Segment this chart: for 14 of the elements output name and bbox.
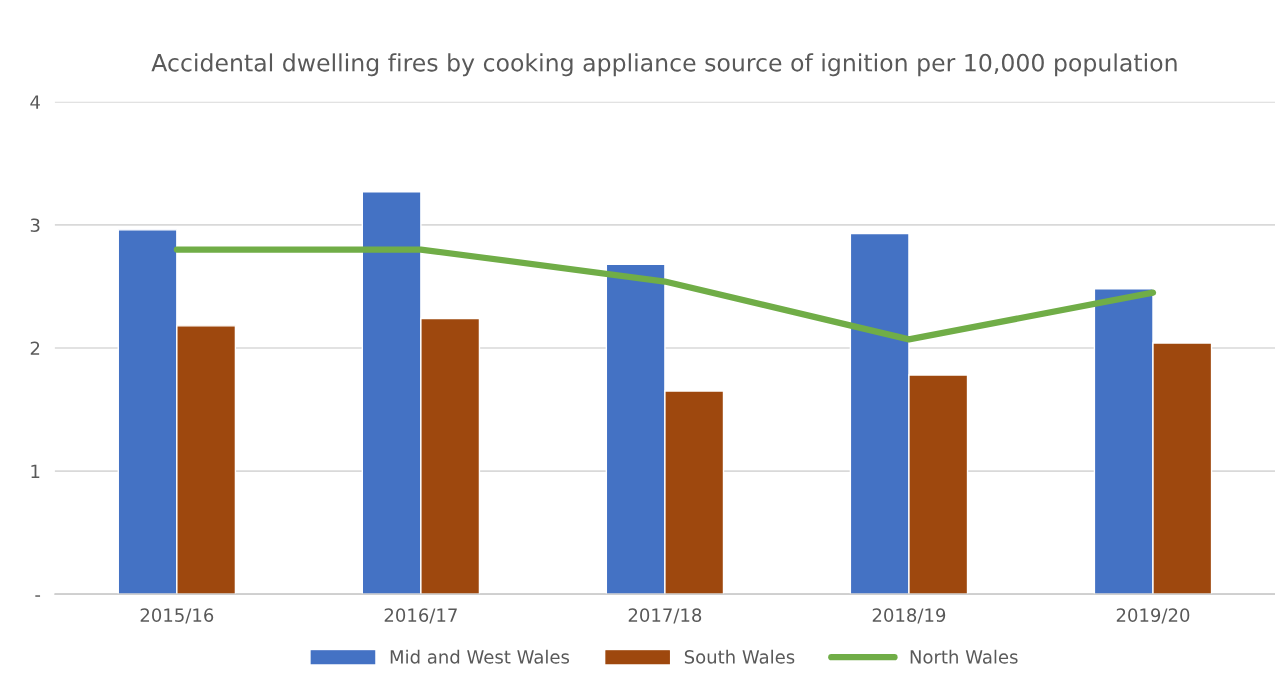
y-tick-label: - [35, 595, 41, 597]
y-tick-label: 2 [30, 341, 40, 355]
y-tick-label: 4 [30, 95, 40, 109]
legend-label: South Wales [684, 649, 795, 664]
x-tick-label: 2016/17 [384, 608, 457, 624]
chart-title: Accidental dwelling fires by cooking appliance source of ignition per 10,000 population [151, 53, 1177, 77]
legend-label: North Wales [910, 649, 1018, 664]
x-tick-label: 2019/20 [1116, 608, 1190, 624]
x-tick-label: 2017/18 [628, 608, 702, 624]
x-tick-label: 2018/19 [872, 608, 946, 624]
y-tick-label: 1 [31, 464, 40, 478]
y-tick-label: 3 [30, 218, 40, 233]
x-tick-label: 2015/16 [140, 608, 214, 624]
legend-label: Mid and West Wales [390, 649, 570, 664]
